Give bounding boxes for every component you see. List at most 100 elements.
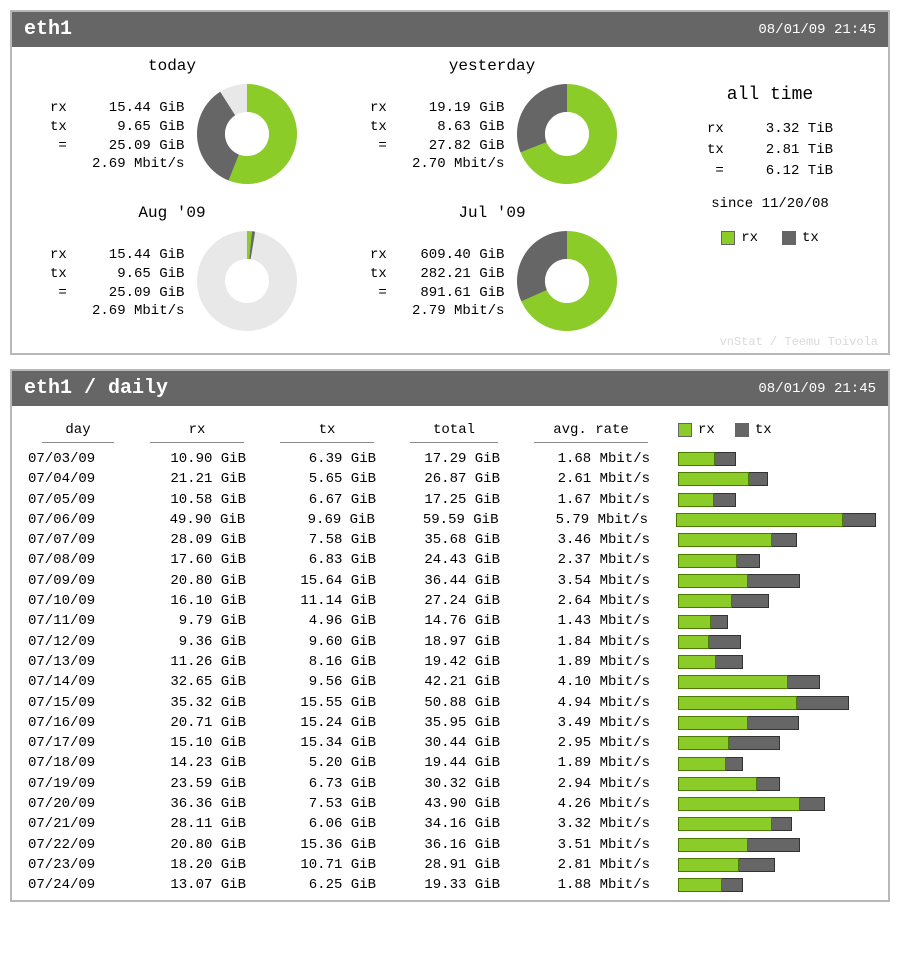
cell-bar — [666, 797, 876, 811]
daily-legend-rx: rx — [678, 422, 715, 438]
cell-tx: 5.20 GiB — [262, 753, 392, 773]
cell-total: 14.76 GiB — [392, 611, 516, 631]
summary-legend: rx tx — [662, 230, 878, 246]
cell-total: 19.42 GiB — [392, 652, 516, 672]
cell-rate: 3.32 Mbit/s — [516, 814, 666, 834]
daily-legend-rx-label: rx — [698, 422, 715, 438]
cell-bar — [666, 574, 876, 588]
cell-bar — [664, 513, 876, 527]
bar-chart-icon — [678, 675, 876, 689]
donut-chart-icon — [512, 79, 622, 194]
cell-total: 24.43 GiB — [392, 550, 516, 570]
cell-day: 07/11/09 — [24, 611, 132, 631]
donut-chart-icon — [192, 226, 302, 341]
daily-rows: 07/03/0910.90 GiB6.39 GiB17.29 GiB1.68 M… — [24, 449, 876, 896]
cell-day: 07/06/09 — [24, 510, 132, 530]
summary-grid: today rx 15.44 GiB tx 9.65 GiB = 25.09 G… — [12, 55, 652, 349]
cell-day: 07/04/09 — [24, 469, 132, 489]
cell-day: 07/24/09 — [24, 875, 132, 895]
cell-tx: 8.16 GiB — [262, 652, 392, 672]
summary-body: today rx 15.44 GiB tx 9.65 GiB = 25.09 G… — [12, 47, 888, 353]
interface-title: eth1 — [24, 18, 72, 41]
summary-header: eth1 08/01/09 21:45 — [12, 12, 888, 47]
bar-chart-icon — [678, 655, 876, 669]
cell-total: 17.29 GiB — [392, 449, 516, 469]
bar-chart-icon — [678, 615, 876, 629]
legend-tx-box-icon — [735, 423, 749, 437]
cell-tx: 6.25 GiB — [262, 875, 392, 895]
cell-rx: 10.58 GiB — [132, 490, 262, 510]
cell-rx: 15.10 GiB — [132, 733, 262, 753]
cell-day: 07/17/09 — [24, 733, 132, 753]
table-row: 07/16/0920.71 GiB15.24 GiB35.95 GiB3.49 … — [24, 713, 876, 733]
daily-panel: eth1 / daily 08/01/09 21:45 day rx tx to… — [10, 369, 890, 902]
cell-rx: 35.32 GiB — [132, 693, 262, 713]
table-row: 07/05/0910.58 GiB6.67 GiB17.25 GiB1.67 M… — [24, 490, 876, 510]
cell-day: 07/23/09 — [24, 855, 132, 875]
cell-total: 59.59 GiB — [391, 510, 515, 530]
cell-total: 18.97 GiB — [392, 632, 516, 652]
col-day-label: day — [65, 422, 90, 438]
bar-chart-icon — [678, 757, 876, 771]
summary-cell: today rx 15.44 GiB tx 9.65 GiB = 25.09 G… — [12, 55, 332, 202]
cell-tx: 9.60 GiB — [262, 632, 392, 652]
cell-tx: 4.96 GiB — [262, 611, 392, 631]
cell-tx: 7.53 GiB — [262, 794, 392, 814]
cell-tx: 9.56 GiB — [262, 672, 392, 692]
bar-chart-icon — [678, 554, 876, 568]
donut-chart-icon — [192, 79, 302, 194]
legend-rx-box-icon — [678, 423, 692, 437]
cell-day: 07/19/09 — [24, 774, 132, 794]
cell-tx: 15.24 GiB — [262, 713, 392, 733]
bar-chart-icon — [678, 472, 876, 486]
bar-chart-icon — [678, 635, 876, 649]
cell-total: 30.32 GiB — [392, 774, 516, 794]
cell-rate: 3.49 Mbit/s — [516, 713, 666, 733]
bar-chart-icon — [678, 858, 876, 872]
bar-chart-icon — [676, 513, 876, 527]
cell-bar — [666, 594, 876, 608]
summary-cell: Jul '09 rx 609.40 GiB tx 282.21 GiB = 89… — [332, 202, 652, 349]
cell-bar — [666, 452, 876, 466]
cell-rx: 23.59 GiB — [132, 774, 262, 794]
cell-rx: 36.36 GiB — [132, 794, 262, 814]
cell-tx: 11.14 GiB — [262, 591, 392, 611]
legend-rx-box-icon — [721, 231, 735, 245]
cell-rx: 10.90 GiB — [132, 449, 262, 469]
cell-day: 07/08/09 — [24, 550, 132, 570]
summary-cell-title: yesterday — [449, 57, 535, 75]
col-tx-label: tx — [319, 422, 336, 438]
cell-tx: 10.71 GiB — [262, 855, 392, 875]
table-row: 07/24/0913.07 GiB6.25 GiB19.33 GiB1.88 M… — [24, 875, 876, 895]
summary-cell-stats: rx 15.44 GiB tx 9.65 GiB = 25.09 GiB 2.6… — [42, 99, 185, 175]
cell-day: 07/03/09 — [24, 449, 132, 469]
cell-day: 07/12/09 — [24, 632, 132, 652]
bar-chart-icon — [678, 777, 876, 791]
table-row: 07/04/0921.21 GiB5.65 GiB26.87 GiB2.61 M… — [24, 469, 876, 489]
bar-chart-icon — [678, 574, 876, 588]
summary-cell-title: Jul '09 — [458, 204, 525, 222]
cell-total: 19.44 GiB — [392, 753, 516, 773]
cell-rx: 9.79 GiB — [132, 611, 262, 631]
cell-total: 43.90 GiB — [392, 794, 516, 814]
cell-total: 17.25 GiB — [392, 490, 516, 510]
summary-cell: yesterday rx 19.19 GiB tx 8.63 GiB = 27.… — [332, 55, 652, 202]
cell-rate: 3.46 Mbit/s — [516, 530, 666, 550]
alltime-stats: rx 3.32 TiB tx 2.81 TiB = 6.12 TiB — [707, 119, 833, 182]
cell-rx: 49.90 GiB — [132, 510, 262, 530]
donut-chart-icon — [512, 226, 622, 341]
table-row: 07/14/0932.65 GiB9.56 GiB42.21 GiB4.10 M… — [24, 672, 876, 692]
cell-total: 35.95 GiB — [392, 713, 516, 733]
cell-rate: 4.26 Mbit/s — [516, 794, 666, 814]
cell-day: 07/09/09 — [24, 571, 132, 591]
cell-bar — [666, 635, 876, 649]
table-row: 07/10/0916.10 GiB11.14 GiB27.24 GiB2.64 … — [24, 591, 876, 611]
cell-tx: 6.83 GiB — [262, 550, 392, 570]
cell-tx: 6.06 GiB — [262, 814, 392, 834]
summary-cell-stats: rx 15.44 GiB tx 9.65 GiB = 25.09 GiB 2.6… — [42, 246, 185, 322]
legend-tx: tx — [782, 230, 819, 246]
legend-tx-box-icon — [782, 231, 796, 245]
cell-rate: 2.95 Mbit/s — [516, 733, 666, 753]
cell-total: 42.21 GiB — [392, 672, 516, 692]
bar-chart-icon — [678, 493, 876, 507]
